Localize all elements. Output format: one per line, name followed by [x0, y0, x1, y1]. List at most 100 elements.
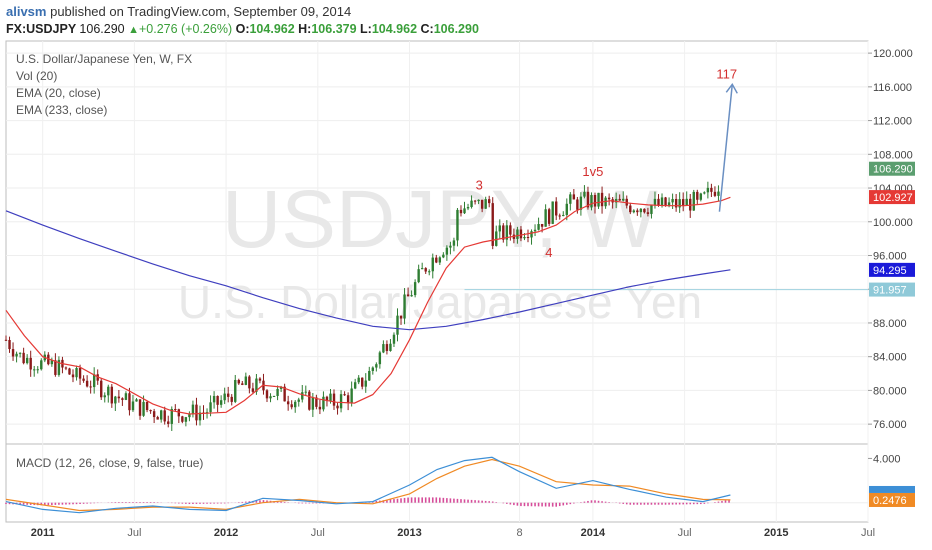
x-tick-label: 2011 [31, 527, 55, 539]
candle [251, 388, 255, 392]
price-change: +0.276 (+0.26%) [138, 22, 233, 36]
candle [336, 405, 339, 409]
candle [523, 237, 526, 239]
candle [177, 409, 181, 417]
candle [57, 359, 61, 375]
high-value: 106.379 [311, 22, 357, 36]
candle [590, 194, 593, 208]
candle [170, 408, 173, 424]
candle [664, 197, 667, 206]
candle [318, 406, 322, 410]
candle [237, 379, 240, 384]
candle [487, 199, 491, 204]
candle [103, 395, 106, 398]
candle [78, 368, 82, 379]
x-tick-label: Jul [861, 527, 875, 539]
candle [100, 380, 103, 398]
candle [607, 197, 611, 200]
candle [315, 397, 318, 407]
candle [579, 196, 583, 210]
wave-label: 3 [476, 178, 483, 193]
candle [258, 378, 262, 381]
candle [18, 352, 22, 354]
candle [11, 349, 15, 357]
ema-233-line[interactable] [5, 210, 731, 331]
y-tick-label: 100.000 [873, 217, 913, 229]
candle [540, 224, 544, 227]
candle [674, 198, 678, 208]
price-tag [869, 190, 915, 205]
candle [618, 198, 621, 201]
candle [466, 207, 470, 209]
candle [301, 392, 304, 400]
candle [378, 352, 382, 365]
candle [223, 393, 226, 401]
candle [452, 240, 456, 246]
price-axis[interactable]: 120.000116.000112.000108.000104.000100.0… [868, 48, 913, 465]
candle [188, 414, 191, 418]
candle [551, 201, 554, 224]
candle [710, 187, 713, 192]
candle [463, 208, 466, 214]
x-tick-label: Jul [127, 527, 141, 539]
candle [174, 408, 177, 410]
candle [241, 383, 244, 385]
candle [657, 198, 660, 206]
candle [343, 394, 346, 396]
candle [470, 200, 473, 208]
candle [371, 367, 375, 371]
candle [699, 193, 703, 200]
price-tag-label: 91.957 [873, 285, 907, 297]
candle [629, 205, 632, 213]
candle [71, 374, 75, 378]
candle [597, 192, 600, 207]
author-link[interactable]: alivsm [6, 4, 47, 19]
x-tick-label: 2014 [581, 527, 606, 539]
candle [417, 269, 420, 283]
candle [643, 208, 646, 213]
candle [660, 197, 664, 206]
candle [449, 245, 452, 248]
candle [163, 410, 166, 422]
y-tick-label: 116.000 [873, 82, 912, 94]
legend-macd: MACD (12, 26, close, 9, false, true) [16, 456, 204, 470]
candle [283, 386, 286, 402]
candle [498, 225, 501, 232]
ema-20-line[interactable] [5, 196, 731, 415]
price-chart[interactable]: USDJPY, W U.S. Dollar/Japanese Yen 3 4 1v5… [0, 40, 932, 550]
candle [361, 377, 364, 387]
candle [255, 378, 258, 392]
candle [25, 357, 29, 364]
candle [227, 393, 230, 397]
candle [667, 202, 671, 206]
candle [121, 398, 124, 400]
candle [547, 209, 551, 224]
time-axis[interactable]: 2011 Jul 2012 Jul 2013 8 2014 Jul 2015 Jul [31, 527, 875, 539]
candle [29, 357, 32, 370]
candle [459, 209, 463, 214]
x-tick-label: 8 [516, 527, 522, 539]
candle [399, 315, 403, 319]
candle [308, 391, 311, 410]
candle [632, 210, 636, 213]
price-tags: 106.290 102.927 94.295 91.957 0.2476 [869, 161, 915, 507]
symbol[interactable]: FX:USDJPY [6, 22, 76, 36]
candle [353, 382, 357, 389]
candle [248, 376, 251, 389]
candle [396, 315, 399, 335]
candle [544, 209, 547, 227]
candle [212, 395, 216, 403]
candle [152, 411, 156, 418]
candle [244, 376, 248, 385]
candle [600, 192, 604, 207]
y-tick-label: 80.000 [873, 385, 907, 397]
candle [36, 369, 39, 371]
candle [505, 225, 509, 240]
candle [480, 199, 484, 209]
candle [516, 229, 519, 239]
price-tag-label: 106.290 [873, 164, 913, 176]
candle [269, 396, 272, 399]
legend-ema20: EMA (20, close) [16, 86, 101, 100]
projection-arrow[interactable] [718, 82, 738, 212]
candle [265, 390, 269, 399]
